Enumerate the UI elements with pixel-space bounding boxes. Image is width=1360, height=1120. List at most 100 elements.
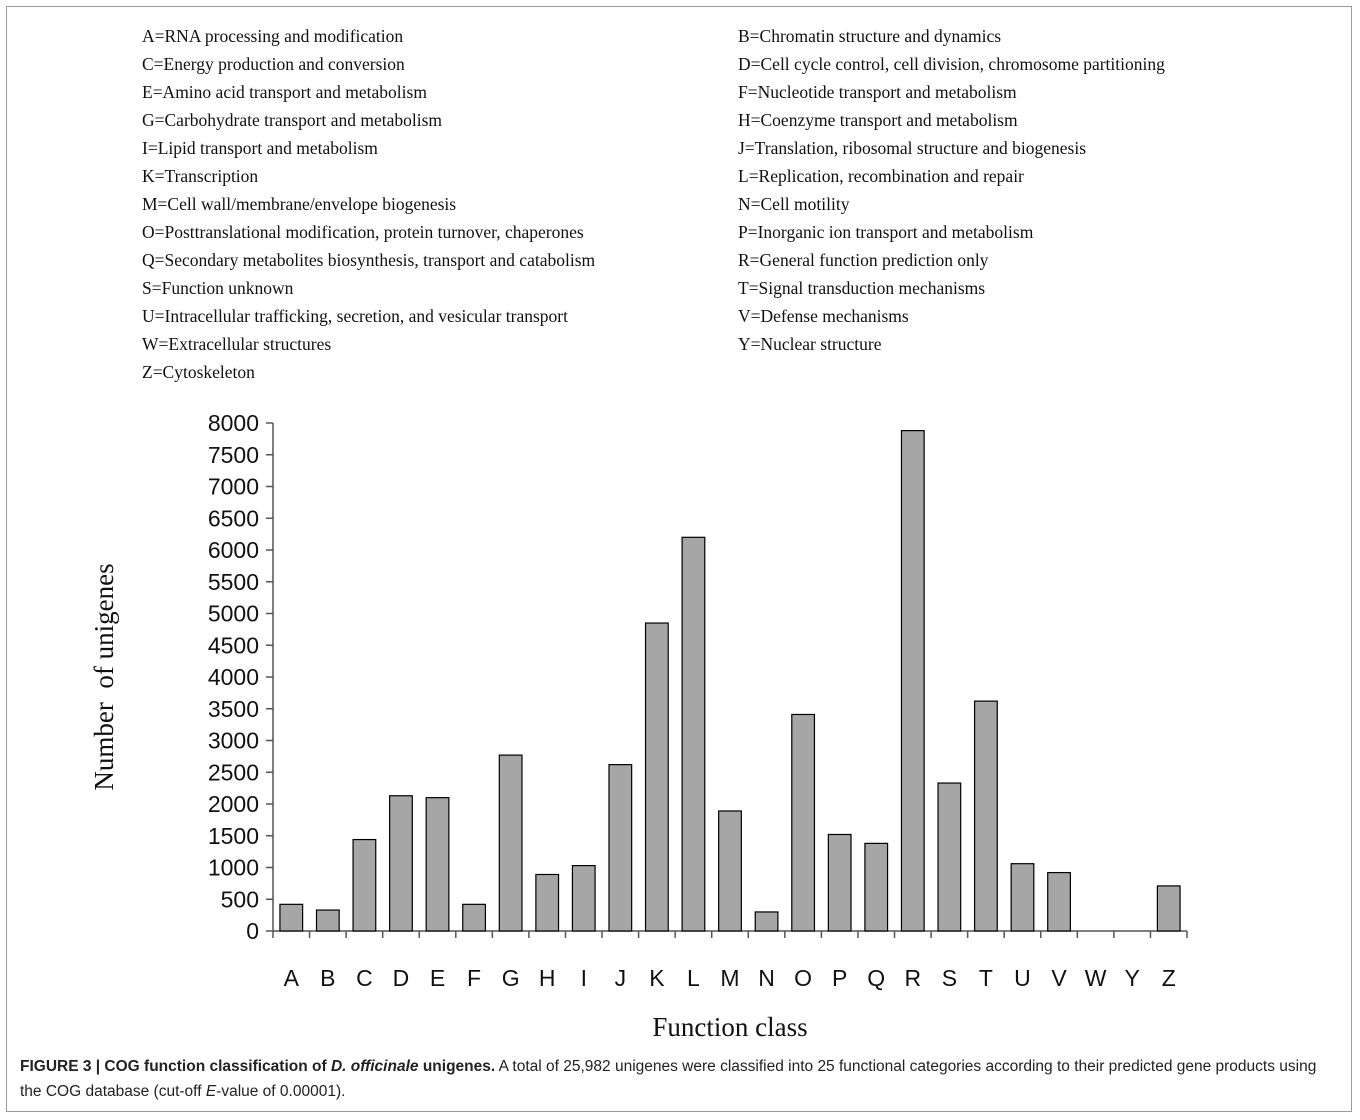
x-tick-label: V (1051, 965, 1067, 991)
bar-D (389, 795, 413, 932)
y-tick-label: 2000 (208, 791, 259, 817)
y-tick-label: 4000 (208, 664, 259, 690)
y-tick-label: 5500 (208, 569, 259, 595)
legend-entry: Z=Cytoskeleton (142, 362, 255, 382)
legend-entry: B=Chromatin structure and dynamics (738, 26, 1002, 46)
caption-body: A total of 25,982 unigenes were classifi… (20, 1058, 1317, 1100)
x-tick-label: P (832, 965, 847, 991)
bar-L (681, 536, 706, 932)
legend-entry: N=Cell motility (738, 194, 850, 214)
legend-entry: G=Carbohydrate transport and metabolism (142, 110, 443, 130)
bar-T (973, 700, 998, 932)
bar-R (900, 430, 925, 932)
x-tick-label: M (720, 965, 739, 991)
y-tick-label: 7500 (208, 442, 259, 468)
bar-U (1010, 863, 1035, 932)
legend-entry: T=Signal transduction mechanisms (738, 278, 986, 298)
bar-G (498, 754, 523, 932)
figure-caption: FIGURE 3 | COG function classification o… (20, 1054, 1330, 1104)
bar-A (279, 903, 304, 932)
legend-entry: Y=Nuclear structure (738, 334, 882, 354)
bar-F (462, 903, 487, 932)
y-tick-label: 7000 (208, 474, 259, 500)
bar-P (827, 833, 852, 932)
legend-entry: I=Lipid transport and metabolism (142, 138, 378, 158)
x-tick-label: W (1085, 965, 1107, 991)
bar-M (718, 810, 742, 932)
x-tick-label: A (284, 965, 300, 991)
x-tick-label: B (320, 965, 335, 991)
caption-body-end: -value of 0.00001). (216, 1083, 346, 1100)
bar-K (644, 622, 669, 932)
y-tick-label: 5000 (208, 601, 259, 627)
y-tick-label: 500 (221, 886, 259, 912)
y-tick-label: 1000 (208, 855, 259, 881)
x-tick-label: Y (1124, 965, 1139, 991)
x-tick-label: D (393, 965, 410, 991)
legend-entry: O=Posttranslational modification, protei… (142, 222, 584, 242)
x-tick-label: R (904, 965, 921, 991)
x-tick-label: N (758, 965, 775, 991)
legend-entry: H=Coenzyme transport and metabolism (738, 110, 1018, 130)
x-tick-label: H (539, 965, 556, 991)
legend-entry: F=Nucleotide transport and metabolism (738, 82, 1017, 102)
x-tick-label: F (467, 965, 481, 991)
category-legend: A=RNA processing and modification B=Chrom… (142, 22, 1262, 386)
legend-entry: E=Amino acid transport and metabolism (142, 82, 427, 102)
x-tick-label: Q (867, 965, 885, 991)
x-tick-label: G (502, 965, 520, 991)
legend-entry: U=Intracellular trafficking, secretion, … (142, 306, 568, 326)
x-tick-label: J (615, 965, 627, 991)
bar-I (571, 864, 596, 932)
legend-entry: D=Cell cycle control, cell division, chr… (738, 54, 1165, 74)
figure-frame (6, 6, 1352, 1112)
bar-V (1047, 871, 1071, 932)
y-tick-label: 3500 (208, 696, 259, 722)
y-tick-label: 3000 (208, 728, 259, 754)
bar-Q (864, 842, 889, 932)
bar-E (425, 797, 450, 932)
x-tick-label: S (942, 965, 957, 991)
bar-S (937, 782, 962, 932)
legend-entry: J=Translation, ribosomal structure and b… (738, 138, 1087, 158)
y-axis-title: Number of unigenes (89, 563, 119, 790)
bar-B (315, 909, 340, 932)
bar-J (608, 764, 633, 932)
x-tick-label: K (649, 965, 665, 991)
x-tick-label: O (794, 965, 812, 991)
x-axis-title: Function class (652, 1012, 807, 1042)
caption-title: FIGURE 3 | COG function classification o… (20, 1058, 496, 1075)
caption-e: E (205, 1083, 217, 1100)
legend-entry: V=Defense mechanisms (738, 306, 909, 326)
y-tick-label: 1500 (208, 823, 259, 849)
legend-entry: W=Extracellular structures (142, 334, 332, 354)
bar-H (535, 873, 560, 932)
legend-entry: L=Replication, recombination and repair (738, 166, 1024, 186)
bar-chart: 0 500 1000 1500 2000 2500 3000 3500 4000 4500 5000… (89, 410, 1188, 1042)
bar-N (754, 911, 779, 932)
y-tick-label: 4500 (208, 632, 259, 658)
y-tick-label: 2500 (208, 759, 259, 785)
x-tick-label: Z (1162, 965, 1176, 991)
bar-O (791, 713, 816, 932)
y-tick-label: 6500 (208, 505, 259, 531)
x-tick-label: U (1014, 965, 1031, 991)
x-tick-label: L (687, 965, 700, 991)
x-tick-label: T (979, 965, 993, 991)
legend-entry: A=RNA processing and modification (142, 26, 404, 46)
y-tick-label: 8000 (208, 410, 259, 436)
legend-entry: Q=Secondary metabolites biosynthesis, tr… (142, 250, 596, 270)
legend-entry: C=Energy production and conversion (142, 54, 405, 74)
legend-entry: S=Function unknown (142, 278, 294, 298)
x-tick-label: C (356, 965, 373, 991)
legend-entry: R=General function prediction only (738, 250, 989, 270)
legend-entry: K=Transcription (142, 166, 259, 186)
x-tick-label: E (430, 965, 445, 991)
legend-entry: P=Inorganic ion transport and metabolism (738, 222, 1034, 242)
legend-entry: M=Cell wall/membrane/envelope biogenesis (142, 194, 457, 214)
y-tick-label: 0 (246, 918, 259, 944)
bar-Z (1156, 885, 1181, 932)
bar-C (352, 838, 377, 932)
x-tick-label: I (581, 965, 587, 991)
y-tick-label: 6000 (208, 537, 259, 563)
